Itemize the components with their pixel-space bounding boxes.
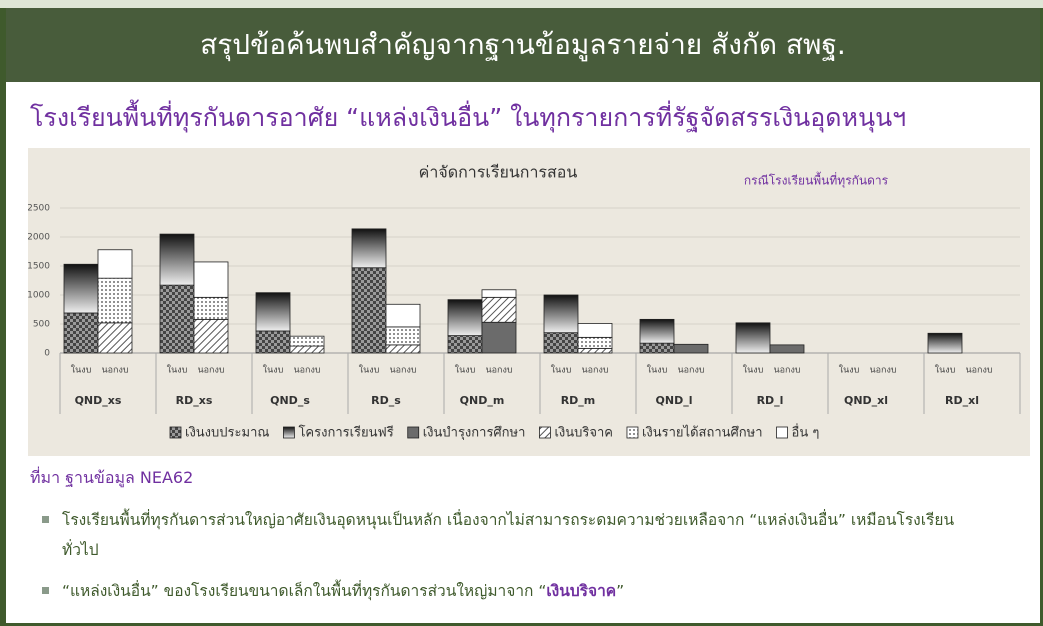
bar-segment [351, 228, 387, 269]
bar-segment [289, 345, 325, 354]
bar-segment [577, 336, 613, 349]
bar-segment [159, 284, 195, 354]
header-title: สรุปข้อค้นพบสำคัญจากฐานข้อมูลรายจ่าย สัง… [6, 8, 1040, 82]
top-strip [0, 0, 1043, 8]
group-label: QND_xs [75, 394, 122, 407]
x-tick-label: นอกงบ [197, 366, 224, 376]
bar-segment [481, 289, 517, 298]
chart-annotation: กรณีโรงเรียนพื้นที่ทุรกันดาร [744, 172, 889, 189]
y-tick-label: 2500 [28, 204, 50, 214]
x-tick-label: นอกงบ [677, 366, 704, 376]
legend-label: โครงการเรียนฟรี [298, 425, 393, 441]
bar-segment [543, 294, 579, 334]
bar-segment [351, 267, 387, 354]
legend-swatch [539, 426, 551, 439]
legend-swatch [283, 426, 295, 439]
legend-label: เงินรายได้สถานศึกษา [642, 425, 763, 441]
bullet-emphasis: เงินบริจาค [546, 582, 617, 600]
bar-segment [481, 296, 517, 323]
x-tick-label: ในงบ [455, 365, 476, 376]
bar-segment [63, 263, 99, 314]
bullet-text: ” [616, 582, 625, 600]
bar-segment [543, 332, 579, 354]
legend-label: เงินบำรุงการศึกษา [423, 426, 526, 441]
x-tick-label: ในงบ [647, 365, 668, 376]
bar-segment [193, 261, 229, 298]
x-tick-label: นอกงบ [389, 366, 416, 376]
group-label: QND_m [460, 394, 505, 407]
group-label: RD_l [757, 394, 784, 407]
bar-segment [255, 292, 291, 332]
x-tick-label: ในงบ [935, 365, 956, 376]
x-tick-label: ในงบ [359, 365, 380, 376]
bar-segment [639, 342, 675, 354]
x-tick-label: ในงบ [167, 365, 188, 376]
subtitle: โรงเรียนพื้นที่ทุรกันดารอาศัย “แหล่งเงิน… [30, 103, 907, 132]
bar-segment [577, 347, 613, 354]
x-tick-label: นอกงบ [293, 366, 320, 376]
bar-segment [481, 321, 517, 354]
legend-label: เงินบริจาค [554, 426, 613, 441]
group-label: RD_xl [945, 394, 979, 407]
bar-segment [639, 318, 675, 344]
y-tick-label: 1000 [28, 291, 50, 301]
x-tick-label: นอกงบ [581, 366, 608, 376]
bar-segment [577, 323, 613, 338]
bar-segment [673, 343, 709, 354]
x-tick-label: ในงบ [551, 365, 572, 376]
chart-title: ค่าจัดการเรียนการสอน [419, 163, 578, 182]
group-label: QND_s [270, 394, 310, 407]
bar-segment [97, 322, 133, 354]
bar-segment [97, 277, 133, 324]
bar-segment [97, 249, 133, 279]
x-tick-label: ในงบ [839, 365, 860, 376]
bar-segment [927, 332, 963, 354]
bar-segment [255, 330, 291, 354]
bullet: โรงเรียนพื้นที่ทุรกันดารส่วนใหญ่อาศัยเงิ… [42, 505, 962, 565]
legend-label: อื่น ๆ [791, 424, 819, 441]
group-label: RD_xs [176, 394, 213, 407]
x-tick-label: นอกงบ [773, 366, 800, 376]
y-tick-label: 1500 [28, 262, 50, 272]
legend-swatch [169, 426, 182, 439]
x-tick-label: นอกงบ [485, 366, 512, 376]
group-label: RD_s [371, 394, 401, 407]
bar-segment [447, 299, 483, 336]
legend-swatch [407, 426, 420, 439]
bar-segment [63, 312, 99, 354]
bar-segment [385, 303, 421, 328]
bar-segment [159, 233, 195, 286]
chart: ค่าจัดการเรียนการสอน กรณีโรงเรียนพื้นที่… [28, 148, 1030, 456]
x-tick-label: นอกงบ [869, 366, 896, 376]
bar-segment [447, 335, 483, 354]
bullet: “แหล่งเงินอื่น” ของโรงเรียนขนาดเล็กในพื้… [42, 576, 962, 606]
legend-label: เงินงบประมาณ [185, 426, 269, 441]
bar-segment [193, 296, 229, 320]
legend-swatch [626, 426, 639, 439]
y-tick-label: 0 [44, 349, 50, 359]
y-tick-label: 500 [33, 320, 50, 330]
bar-segment [385, 344, 421, 354]
x-tick-label: ในงบ [743, 365, 764, 376]
bar-segment [735, 322, 771, 354]
legend-swatch [776, 426, 788, 439]
y-tick-label: 2000 [28, 233, 50, 243]
x-tick-label: นอกงบ [965, 366, 992, 376]
x-tick-label: ในงบ [263, 365, 284, 376]
x-tick-label: นอกงบ [101, 366, 128, 376]
group-label: RD_m [561, 394, 596, 407]
source: ที่มา ฐานข้อมูล NEA62 [30, 468, 194, 487]
bar-segment [193, 318, 229, 354]
bar-segment [769, 344, 805, 354]
group-label: QND_l [656, 394, 693, 407]
group-label: QND_xl [844, 394, 888, 407]
bar-segment [289, 335, 325, 347]
x-tick-label: ในงบ [71, 365, 92, 376]
bullet-text: “แหล่งเงินอื่น” ของโรงเรียนขนาดเล็กในพื้… [62, 582, 547, 600]
bar-segment [385, 326, 421, 346]
